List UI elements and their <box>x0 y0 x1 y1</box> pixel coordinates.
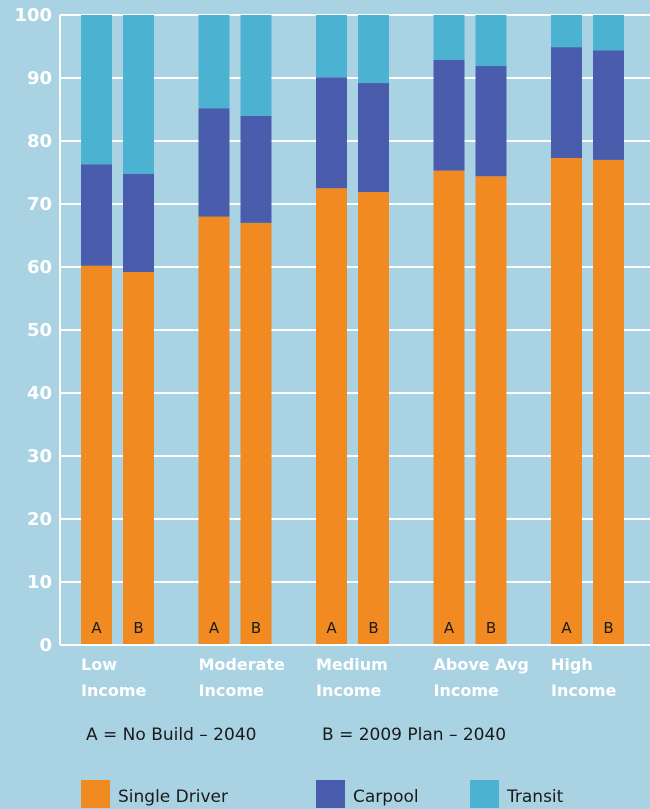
bar-segment-single-driver <box>358 192 389 645</box>
bar-segment-transit <box>123 15 154 174</box>
bar-segment-carpool <box>123 173 154 273</box>
bar-key-note: A = No Build – 2040 <box>86 725 256 745</box>
x-category-label-line2: Income <box>81 681 146 700</box>
x-category-label-line2: Income <box>551 681 616 700</box>
legend: Single Driver Carpool Transit <box>81 780 564 808</box>
bar-segment-carpool <box>551 47 582 159</box>
bar-segment-transit <box>316 15 347 78</box>
bar-segment-carpool <box>240 115 272 223</box>
legend-label: Single Driver <box>118 787 228 807</box>
bar-letter-label: B <box>368 619 378 637</box>
bar-segment-transit <box>593 15 624 51</box>
bar-segment-carpool <box>358 83 389 193</box>
x-category-label-line2: Income <box>199 681 264 700</box>
y-tick-label: 100 <box>14 5 52 26</box>
bar-segment-carpool <box>316 77 347 189</box>
y-tick-label: 50 <box>27 320 52 341</box>
bar-segment-carpool <box>593 50 624 160</box>
legend-label: Carpool <box>353 787 419 807</box>
y-tick-label: 90 <box>27 68 52 89</box>
legend-swatch <box>470 780 499 808</box>
y-tick-label: 30 <box>27 446 52 467</box>
bar-segment-carpool <box>433 59 465 171</box>
x-category-label-line2: Income <box>316 681 381 700</box>
bar-letter-label: A <box>91 619 102 637</box>
bars <box>81 15 624 646</box>
bar-segment-transit <box>475 15 507 67</box>
bar-letter-label: B <box>251 619 261 637</box>
x-category-label-line1: Moderate <box>199 655 286 674</box>
bar-segment-carpool <box>198 108 230 217</box>
bar-segment-single-driver <box>240 222 272 645</box>
bar-segment-single-driver <box>475 176 507 645</box>
bar-segment-single-driver <box>316 188 347 645</box>
x-category-label-line1: High <box>551 655 593 674</box>
bar-key-note: B = 2009 Plan – 2040 <box>322 725 506 745</box>
bar-segment-single-driver <box>123 272 154 645</box>
y-tick-label: 10 <box>27 572 52 593</box>
legend-swatch <box>316 780 345 808</box>
bar-letter-label: A <box>561 619 572 637</box>
bar-segment-carpool <box>81 164 112 266</box>
y-tick-label: 20 <box>27 509 52 530</box>
bar-segment-transit <box>81 15 112 165</box>
bar-letter-label: A <box>209 619 220 637</box>
y-tick-label: 80 <box>27 131 52 152</box>
x-category-label-line1: Above Avg <box>434 655 529 674</box>
bar-letter-label: B <box>133 619 143 637</box>
bar-letter-label: B <box>486 619 496 637</box>
bar-letter-label: B <box>603 619 613 637</box>
legend-swatch <box>81 780 110 808</box>
y-tick-label: 60 <box>27 257 52 278</box>
bar-segment-transit <box>198 15 230 109</box>
y-tick-label: 70 <box>27 194 52 215</box>
bar-segment-transit <box>240 15 272 116</box>
bar-segment-single-driver <box>198 216 230 645</box>
x-category-label-line1: Medium <box>316 655 388 674</box>
bar-letter-label: A <box>326 619 337 637</box>
x-category-label-line1: Low <box>81 655 117 674</box>
x-category-label-line2: Income <box>434 681 499 700</box>
axes: 0 10 20 30 40 50 60 70 80 90 100 <box>14 5 650 656</box>
labels: A B Low Income A B Moderate Income A B Medium Incom… <box>81 619 616 745</box>
bar-segment-single-driver <box>551 158 582 645</box>
bar-segment-transit <box>433 15 465 60</box>
y-tick-label: 40 <box>27 383 52 404</box>
bar-segment-single-driver <box>81 265 112 645</box>
bar-segment-single-driver <box>433 170 465 646</box>
legend-label: Transit <box>506 787 564 807</box>
y-tick-label: 0 <box>39 635 52 656</box>
bar-segment-carpool <box>475 66 507 177</box>
bar-segment-transit <box>551 15 582 48</box>
bar-letter-label: A <box>444 619 455 637</box>
bar-segment-single-driver <box>593 159 624 645</box>
bar-segment-transit <box>358 15 389 84</box>
